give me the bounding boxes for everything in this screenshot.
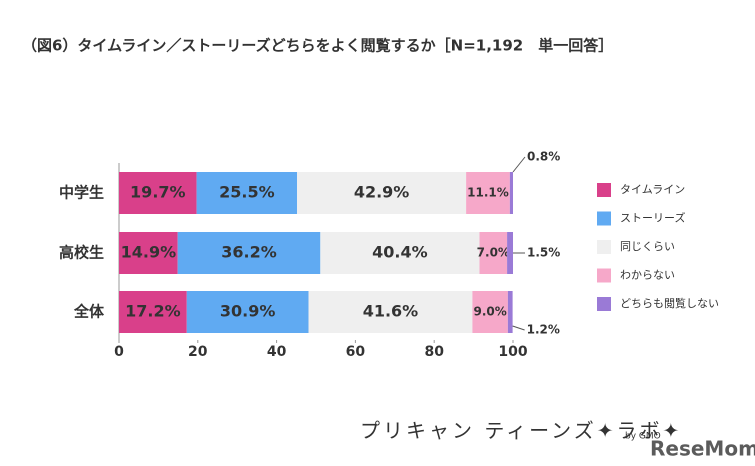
y-tick-label: 高校生 (59, 244, 104, 262)
legend-label: ストーリーズ (620, 211, 685, 225)
x-tick-label: 80 (424, 344, 444, 360)
y-tick-label: 中学生 (59, 184, 104, 202)
bar-segment (472, 291, 508, 333)
value-label: 7.0% (477, 246, 510, 260)
value-label: 1.5% (527, 246, 560, 260)
brand-by: by GMO (625, 432, 661, 442)
x-tick-label: 100 (498, 344, 527, 360)
legend-swatch (597, 297, 611, 311)
value-label: 1.2% (527, 323, 560, 337)
value-label: 36.2% (221, 243, 277, 262)
bar-segment (186, 291, 309, 333)
value-label: 9.0% (474, 305, 507, 319)
bar-segment (509, 172, 513, 214)
x-tick-label: 40 (267, 344, 287, 360)
legend-swatch (597, 268, 611, 283)
bar-segment (320, 232, 480, 274)
bar-segment (466, 172, 510, 214)
value-label: 40.4% (372, 243, 428, 262)
bar-segment (119, 291, 187, 333)
value-label: 19.7% (130, 183, 186, 202)
legend-label: タイムライン (620, 183, 685, 196)
bar-segment (119, 232, 178, 274)
bar-segment (177, 232, 321, 274)
x-tick-label: 0 (114, 344, 124, 360)
bar-segment (479, 232, 508, 274)
x-tick-label: 20 (188, 344, 208, 360)
bar-segment (297, 172, 467, 214)
bar-segment (507, 232, 513, 274)
leader-line (512, 325, 525, 331)
y-tick-label: 全体 (73, 303, 105, 321)
bar-segment (196, 172, 298, 214)
value-label: 42.9% (354, 183, 410, 202)
bar-segment (507, 291, 513, 333)
value-label: 11.1% (467, 186, 509, 200)
value-label: 14.9% (121, 243, 177, 262)
legend-label: 同じくらい (620, 240, 675, 253)
value-label: 25.5% (219, 183, 275, 202)
value-label: 17.2% (125, 302, 181, 321)
leader-line (512, 156, 526, 173)
value-label: 0.8% (527, 150, 560, 164)
legend-swatch (597, 240, 611, 254)
brand: プリキャン ティーンズ✦ラボ✦ (360, 419, 682, 443)
legend-swatch (597, 211, 611, 226)
legend-label: わからない (620, 269, 675, 282)
watermark: ReseMom (650, 437, 755, 461)
bar-segment (308, 291, 473, 333)
value-label: 41.6% (363, 302, 419, 321)
value-label: 30.9% (220, 302, 276, 321)
bar-segment (119, 172, 197, 214)
chart-title: （図6）タイムライン／ストーリーズどちらをよく閲覧するか［N=1,192 単一回… (22, 37, 613, 55)
legend-label: どちらも閲覧しない (620, 296, 719, 310)
x-tick-label: 60 (346, 344, 366, 360)
legend-swatch (597, 183, 611, 197)
